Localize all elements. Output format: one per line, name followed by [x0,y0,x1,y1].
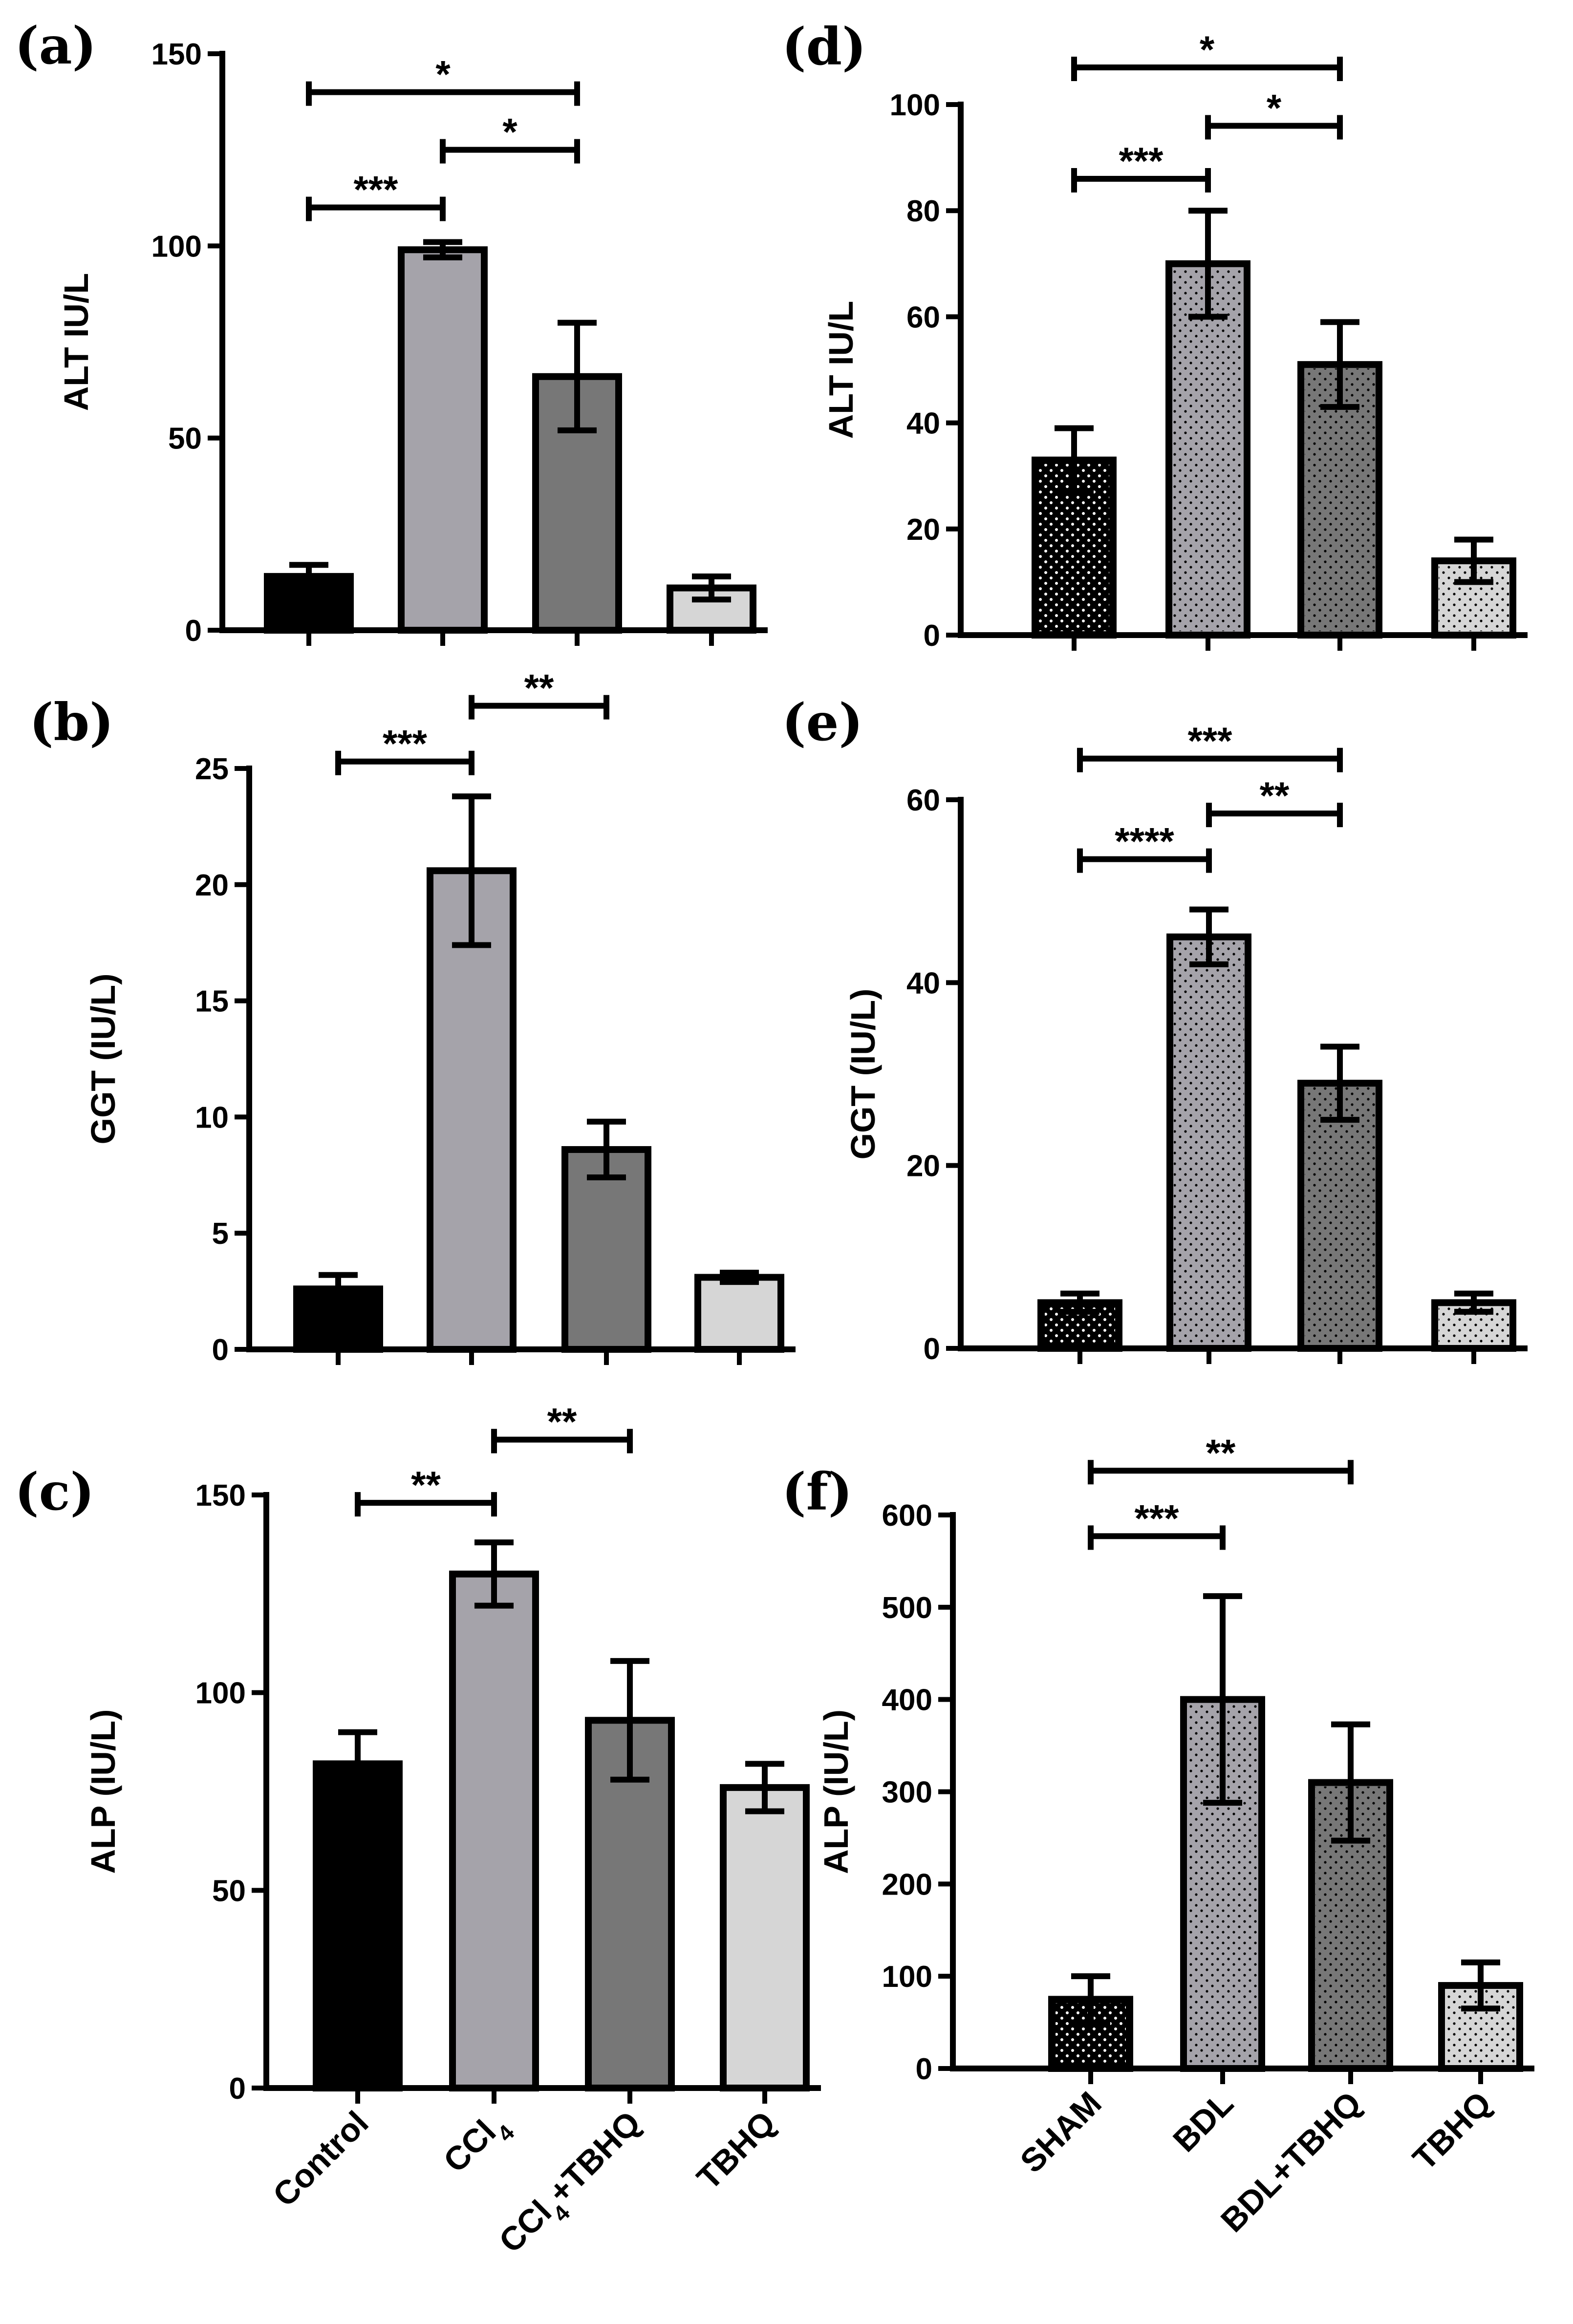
y-tick-label: 500 [882,1591,932,1625]
significance-label: * [1267,86,1282,129]
y-tick-label: 10 [195,1101,229,1134]
significance-label: * [435,53,451,96]
y-tick-label: 60 [906,300,940,334]
y-tick-label: 150 [195,1479,246,1513]
panel-label: (b) [29,692,114,752]
subscript: 4 [493,2119,519,2146]
significance-label: ** [524,666,554,709]
bar [720,1784,810,2092]
panel-label: (e) [782,692,863,752]
significance-label: ** [1206,1431,1236,1474]
y-tick-label: 400 [882,1684,932,1717]
significance-label: ** [411,1463,441,1506]
bar [449,1570,539,2091]
bar-texture [1305,368,1375,631]
y-tick-label: 0 [916,2052,932,2086]
y-tick-label: 100 [882,1960,932,1994]
left-category-label: CCl4+TBHQ [492,2104,655,2267]
panel-label: (f) [782,1461,853,1522]
y-tick-label: 0 [229,2072,246,2106]
significance-label: ** [547,1400,577,1443]
right-category-label: BDL [1166,2085,1241,2159]
right-category-label: SHAM [1013,2085,1108,2180]
y-tick-label: 60 [906,784,940,817]
significance-label: * [502,110,517,153]
bar-texture [1174,940,1244,1344]
y-tick-label: 0 [924,619,940,653]
significance-label: ** [1260,774,1290,817]
y-tick-label: 0 [924,1332,940,1366]
significance-label: *** [1119,139,1164,182]
y-tick-label: 600 [882,1499,932,1533]
panel-label: (a) [15,15,96,76]
y-tick-label: 150 [151,38,202,71]
y-axis-label: GGT (IU/L) [844,989,882,1160]
y-axis-label: ALT IU/L [822,301,860,439]
label-tail: +TBHQ [541,2104,648,2211]
y-tick-label: 20 [906,1150,940,1183]
y-axis-label: ALP (IU/L) [817,1709,855,1874]
bar-texture [1173,267,1243,631]
y-tick-label: 40 [906,966,940,1000]
y-tick-label: 0 [212,1333,229,1367]
y-axis-label: GGT (IU/L) [84,974,122,1145]
panel-label: (d) [782,16,866,77]
bar [694,1274,784,1353]
significance-label: * [1200,28,1215,71]
y-tick-label: 100 [151,230,202,263]
y-tick-label: 0 [185,614,202,648]
panel-label: (c) [15,1461,94,1522]
significance-label: *** [1134,1496,1179,1539]
y-tick-label: 80 [906,194,940,228]
significance-label: *** [1187,719,1232,762]
left-category-label: CCl4 [436,2104,519,2187]
y-tick-label: 20 [195,869,229,902]
bar [398,246,488,634]
chart-panel-3: (c) ALP (IU/L) 0 50 100 150 ** ** [15,1400,821,2106]
y-tick-label: 200 [882,1868,932,1901]
y-axis-label: ALT IU/L [57,273,95,411]
left-category-label: TBHQ [690,2104,783,2197]
significance-label: *** [383,722,428,765]
y-axis-label: ALP (IU/L) [84,1709,122,1874]
y-tick-label: 5 [212,1217,229,1251]
right-category-label: TBHQ [1406,2085,1499,2177]
y-tick-label: 25 [195,752,229,786]
significance-label: **** [1115,820,1174,863]
y-tick-label: 50 [168,422,202,456]
y-tick-label: 100 [195,1677,246,1710]
y-tick-label: 15 [195,985,229,1019]
left-category-label: Control [266,2104,376,2214]
y-tick-label: 50 [212,1874,246,1908]
y-tick-label: 300 [882,1776,932,1810]
bar [313,1760,403,2091]
y-tick-label: 40 [906,407,940,441]
significance-label: *** [353,168,398,211]
bar-texture [1305,1087,1375,1344]
y-tick-label: 100 [890,88,940,122]
y-tick-label: 20 [906,513,940,547]
